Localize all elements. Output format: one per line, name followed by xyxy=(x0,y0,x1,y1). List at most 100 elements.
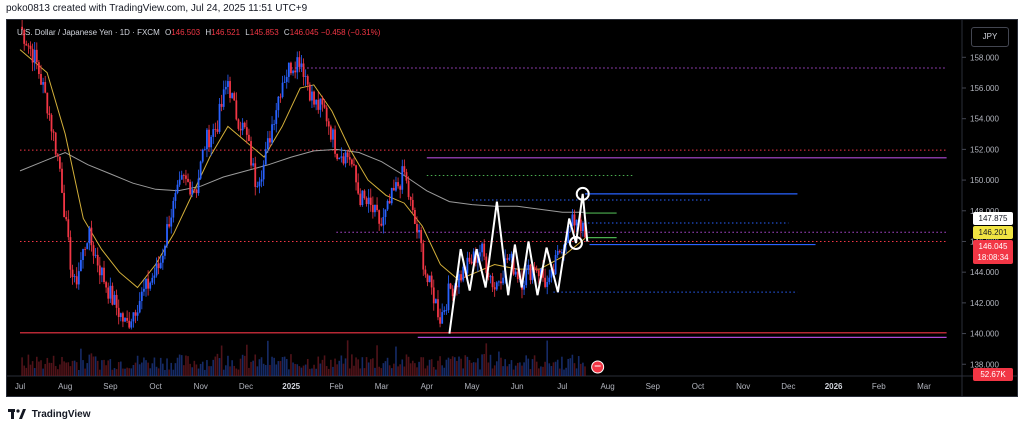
candle-body xyxy=(275,110,278,124)
candle-body xyxy=(50,115,53,132)
candle-body xyxy=(298,57,301,67)
open-key: O xyxy=(164,28,172,37)
candle-body xyxy=(437,299,439,318)
candle-body xyxy=(203,149,206,151)
volume-bar xyxy=(330,359,332,376)
candle-body xyxy=(376,204,378,211)
candle-body xyxy=(174,193,177,201)
volume-bar xyxy=(115,369,118,376)
volume-bar xyxy=(197,368,200,376)
volume-bar xyxy=(157,368,160,376)
candle-body xyxy=(187,178,189,182)
candle-body xyxy=(138,301,141,313)
volume-bar xyxy=(187,356,189,376)
volume-bar xyxy=(267,340,269,376)
volume-bar xyxy=(447,357,450,376)
volume-bar xyxy=(424,368,427,376)
volume-bar xyxy=(117,362,120,376)
volume-bar xyxy=(313,364,315,376)
candle-body xyxy=(560,252,563,253)
volume-bar xyxy=(514,365,517,376)
candle-body xyxy=(124,317,126,322)
candle-body xyxy=(233,93,236,101)
candle-body xyxy=(512,253,515,275)
candle-body xyxy=(73,276,76,278)
volume-bar xyxy=(195,364,198,376)
currency-button[interactable]: JPY xyxy=(971,27,1009,47)
candle-body xyxy=(52,131,55,133)
volume-bar xyxy=(233,365,236,376)
price-chart[interactable]: 158.000 156.000 154.000 152.000 150.000 148.0… xyxy=(7,20,1017,396)
volume-bar xyxy=(390,368,393,376)
volume-bar xyxy=(212,359,215,376)
candle-body xyxy=(191,189,194,195)
candle-body xyxy=(495,282,498,290)
volume-bar xyxy=(527,358,530,376)
candle-body xyxy=(428,275,431,283)
candle-body xyxy=(166,224,168,246)
volume-bar xyxy=(311,368,313,376)
candle-body xyxy=(401,166,404,190)
candle-body xyxy=(378,210,381,224)
volume-bar xyxy=(342,363,345,376)
candle-body xyxy=(235,100,238,120)
x-tick-label: Oct xyxy=(692,382,705,391)
candle-body xyxy=(508,257,511,260)
volume-bar xyxy=(231,360,233,376)
candle-body xyxy=(537,270,540,277)
candle-body xyxy=(273,123,276,125)
candle-body xyxy=(252,163,255,166)
volume-bar xyxy=(271,356,273,376)
volume-bar xyxy=(336,364,338,376)
volume-bar xyxy=(138,364,141,376)
volume-bar xyxy=(414,363,416,376)
low-key: L xyxy=(245,28,250,37)
pivot-circle-marker xyxy=(568,236,583,251)
candle-body xyxy=(264,149,267,165)
volume-bar xyxy=(243,355,246,376)
candle-body xyxy=(424,269,427,275)
volume-bar xyxy=(542,366,544,376)
candle-body xyxy=(535,270,538,271)
candle-body xyxy=(132,312,135,322)
candle-body xyxy=(281,82,284,97)
x-tick-label: May xyxy=(464,382,479,391)
candle-body xyxy=(115,294,118,308)
candle-body xyxy=(222,89,225,107)
price-label-last: 146.045 18:08:34 xyxy=(973,240,1013,264)
volume-bar xyxy=(367,362,370,376)
candle-body xyxy=(117,307,120,318)
x-tick-label: Feb xyxy=(872,382,886,391)
volume-bar xyxy=(544,361,546,376)
volume-bar xyxy=(502,366,504,376)
top-bar: poko0813 created with TradingView.com, J… xyxy=(0,0,1024,18)
volume-bar xyxy=(479,369,481,376)
candle-body xyxy=(487,272,490,278)
x-tick-label: Sep xyxy=(103,382,118,391)
candle-body xyxy=(71,269,74,277)
volume-bar xyxy=(550,366,553,376)
candle-body xyxy=(533,266,536,271)
volume-bar xyxy=(235,368,238,376)
volume-bar xyxy=(90,353,93,376)
volume-bar xyxy=(325,366,328,376)
volume-bar xyxy=(552,362,555,376)
candle-body xyxy=(153,275,156,278)
volume-bar xyxy=(309,368,311,376)
chart-pane[interactable]: 158.000 156.000 154.000 152.000 150.000 148.0… xyxy=(6,19,1018,397)
candle-body xyxy=(113,294,116,305)
candle-body xyxy=(208,129,210,148)
candle-body xyxy=(342,156,345,164)
candle-body xyxy=(447,283,450,311)
last-price: 146.045 xyxy=(978,242,1008,251)
volume-bar xyxy=(493,365,496,376)
candle-body xyxy=(426,274,429,283)
volume-bar xyxy=(222,369,225,376)
y-tick-label: 150.000 xyxy=(970,176,999,185)
candle-body xyxy=(94,254,97,256)
candle-body xyxy=(462,266,465,281)
volume-bar xyxy=(577,356,580,376)
volume-bar xyxy=(124,368,126,376)
candle-body xyxy=(319,98,322,110)
candle-body xyxy=(157,263,160,269)
